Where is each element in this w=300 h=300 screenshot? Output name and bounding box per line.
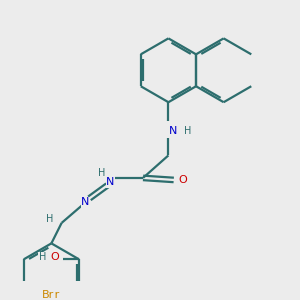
Text: Br: Br xyxy=(42,290,54,299)
Text: O: O xyxy=(179,175,188,185)
Text: N: N xyxy=(81,197,89,208)
Text: H: H xyxy=(38,252,46,262)
Text: H: H xyxy=(46,214,54,224)
Text: H: H xyxy=(184,126,192,136)
Text: O: O xyxy=(50,252,59,262)
Text: N: N xyxy=(106,177,115,187)
Text: H: H xyxy=(98,168,105,178)
Text: N: N xyxy=(169,126,178,136)
Text: Br: Br xyxy=(48,290,61,299)
